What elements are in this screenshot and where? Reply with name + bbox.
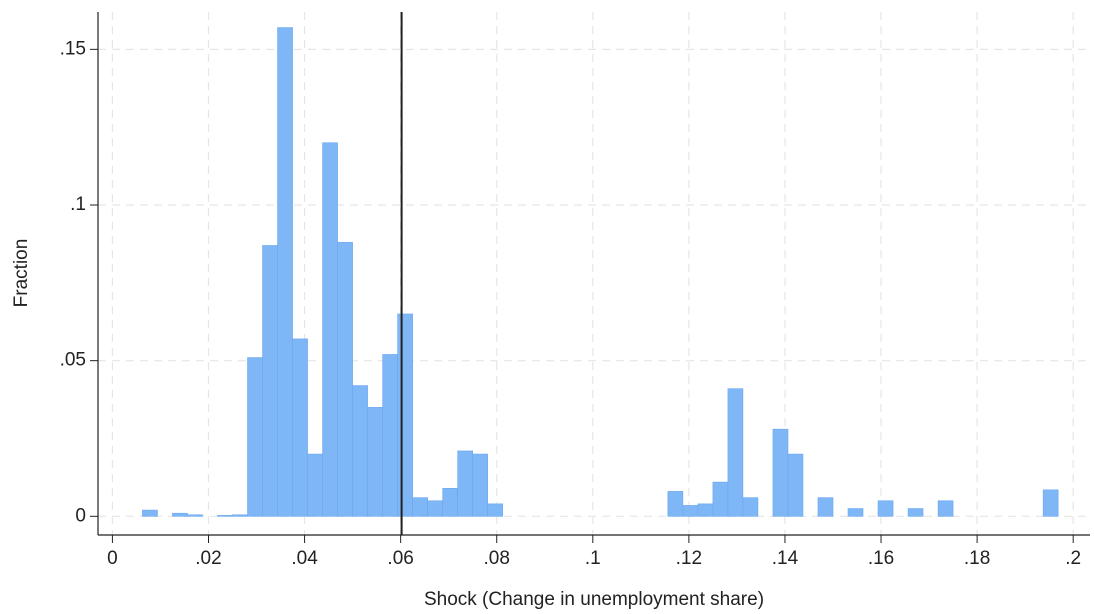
x-tick-label: .1: [585, 548, 601, 569]
bar: [937, 500, 954, 517]
x-tick-label: 0: [107, 548, 118, 569]
bar: [667, 491, 684, 517]
x-tick-label: .18: [964, 548, 990, 569]
bar: [382, 354, 398, 517]
bar: [457, 450, 474, 517]
x-tick-label: .02: [195, 548, 221, 569]
bar: [712, 481, 729, 517]
bar: [907, 508, 924, 517]
bar: [697, 503, 714, 517]
y-tick-label: .05: [60, 350, 86, 371]
bar: [682, 505, 699, 517]
bar: [817, 497, 834, 517]
x-tick-label: .14: [772, 548, 799, 569]
bar: [367, 407, 383, 517]
y-tick-label: .15: [60, 38, 86, 59]
bar: [772, 428, 789, 517]
bar: [142, 509, 158, 517]
bar: [187, 514, 203, 517]
bar: [307, 453, 323, 517]
bar: [877, 500, 894, 517]
x-tick-label: .12: [676, 548, 702, 569]
bar: [277, 27, 293, 517]
bar: [262, 245, 278, 517]
bar: [742, 497, 759, 517]
bar: [232, 514, 248, 517]
bar: [217, 515, 233, 517]
bar: [352, 385, 368, 517]
bar: [472, 453, 489, 517]
x-axis-title: Shock (Change in unemployment share): [424, 589, 764, 610]
bar: [292, 338, 308, 517]
bar: [322, 142, 338, 517]
x-tick-label: .06: [387, 548, 413, 569]
bar: [337, 242, 353, 517]
bar: [442, 488, 458, 517]
x-tick-label: .16: [868, 548, 894, 569]
bar: [247, 357, 263, 517]
bar: [1042, 489, 1059, 517]
y-tick-label: 0: [75, 505, 86, 526]
bar: [847, 508, 864, 517]
y-axis-title: Fraction: [11, 239, 32, 308]
x-tick-label: .04: [291, 548, 318, 569]
bar: [172, 512, 188, 517]
x-tick-label: .2: [1065, 548, 1081, 569]
bar: [787, 453, 804, 517]
bar: [397, 313, 413, 517]
y-tick-label: .1: [70, 194, 86, 215]
x-tick-label: .08: [484, 548, 510, 569]
bar: [487, 503, 504, 517]
bar: [727, 388, 744, 517]
bar: [412, 497, 428, 517]
bar: [427, 500, 443, 517]
